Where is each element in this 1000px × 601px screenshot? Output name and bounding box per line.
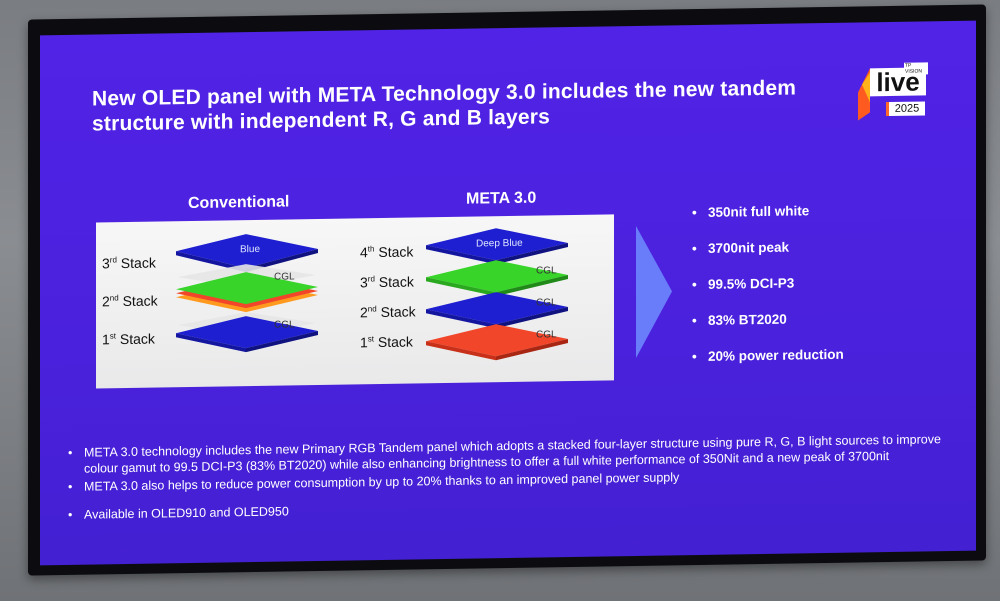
logo-year: 2025 bbox=[886, 101, 925, 117]
conventional-stack-1-label: 1st Stack bbox=[102, 330, 155, 348]
meta-stack-4-label: 4th Stack bbox=[360, 243, 414, 261]
meta-cgl-1: CGL bbox=[536, 265, 557, 277]
conventional-stack-3-label: 3rd Stack bbox=[102, 254, 156, 272]
conventional-cgl-1: CGL bbox=[274, 271, 295, 283]
logo-brand: TP VISION bbox=[904, 62, 928, 75]
conventional-cgl-2: CGL bbox=[274, 319, 295, 331]
meta-stack-2-label: 2nd Stack bbox=[360, 303, 416, 321]
conventional-heading: Conventional bbox=[188, 193, 290, 213]
highlight-item: • 350nit full white bbox=[692, 203, 810, 221]
meta-stack-1-label: 1st Stack bbox=[360, 333, 413, 351]
conventional-stack-2-label: 2nd Stack bbox=[102, 292, 158, 310]
event-logo: live TP VISION 2025 bbox=[858, 61, 928, 121]
stack-diagram: 3rd Stack 2nd Stack 1st Stack Blue CGL C… bbox=[96, 214, 614, 389]
meta-heading: META 3.0 bbox=[466, 189, 537, 208]
meta-deep-blue-label: Deep Blue bbox=[476, 237, 523, 250]
meta-cgl-3: CGL bbox=[536, 329, 557, 341]
meta-cgl-2: CGL bbox=[536, 297, 557, 309]
presentation-slide: New OLED panel with META Technology 3.0 … bbox=[40, 20, 976, 566]
highlight-item: • 3700nit peak bbox=[692, 239, 790, 257]
highlight-item: • 99.5% DCI-P3 bbox=[692, 275, 795, 293]
conventional-blue-label: Blue bbox=[240, 243, 261, 256]
highlights-list: • 350nit full white • 3700nit peak • 99.5% … bbox=[692, 201, 844, 383]
highlight-item: • 20% power reduction bbox=[692, 346, 844, 365]
chevron-right-icon bbox=[636, 225, 672, 358]
conventional-stack bbox=[176, 234, 318, 353]
meta-stack bbox=[426, 228, 568, 361]
logo-flag-icon bbox=[858, 68, 870, 121]
note-item: Available in OLED910 and OLED950 bbox=[68, 493, 968, 523]
stack-layers-graphic bbox=[176, 228, 568, 361]
meta-stack-3-label: 3rd Stack bbox=[360, 273, 414, 291]
notes-list: META 3.0 technology includes the new Pri… bbox=[68, 431, 968, 525]
slide-title: New OLED panel with META Technology 3.0 … bbox=[92, 76, 797, 136]
highlight-item: • 83% BT2020 bbox=[692, 311, 787, 329]
